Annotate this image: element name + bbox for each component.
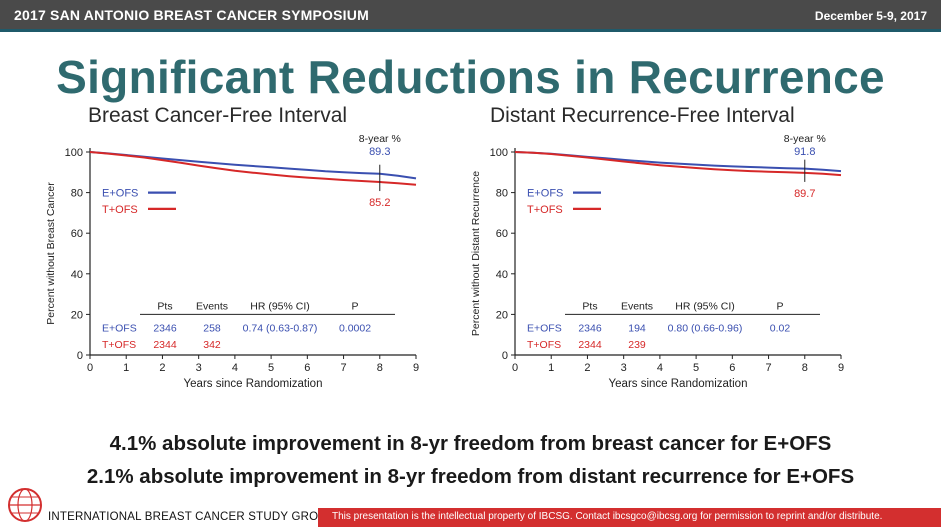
y-tick-label: 0 (502, 350, 508, 362)
slide-title: Significant Reductions in Recurrence (56, 51, 885, 103)
footer: INTERNATIONAL BREAST CANCER STUDY GROUP … (0, 508, 941, 527)
annotation-title: 8-year % (359, 133, 401, 145)
footer-notice: This presentation is the intellectual pr… (332, 511, 883, 522)
y-axis-label: Percent without Distant Recurrence (470, 171, 482, 336)
table-cell-events: 258 (203, 323, 221, 335)
table-header: HR (95% CI) (250, 300, 310, 312)
ibcsg-logo-icon (8, 488, 42, 522)
conference-date: December 5-9, 2017 (814, 9, 927, 23)
x-tick-label: 8 (802, 362, 808, 374)
x-tick-label: 7 (340, 362, 346, 374)
footer-notice-strip: This presentation is the intellectual pr… (318, 508, 941, 527)
x-tick-label: 4 (232, 362, 238, 374)
annotation-eofs-value: 89.3 (369, 146, 390, 158)
y-tick-label: 100 (490, 147, 508, 159)
y-axis-label: Percent without Breast Cancer (45, 182, 57, 325)
x-tick-label: 3 (196, 362, 202, 374)
chart-title-drfi: Distant Recurrence-Free Interval (490, 104, 795, 127)
x-axis-label: Years since Randomization (609, 378, 748, 390)
x-tick-label: 9 (838, 362, 844, 374)
conclusion-line-2: 2.1% absolute improvement in 8-yr freedo… (86, 465, 855, 488)
y-tick-label: 20 (71, 309, 83, 321)
x-tick-label: 1 (123, 362, 129, 374)
table-header: Pts (157, 300, 172, 312)
table-row-label: E+OFS (527, 323, 562, 335)
table-row-label: T+OFS (102, 339, 136, 351)
x-tick-label: 4 (657, 362, 663, 374)
x-tick-label: 0 (512, 362, 518, 374)
table-header: P (351, 300, 358, 312)
table-cell-pts: 2346 (153, 323, 177, 335)
series-line-t-ofs (89, 151, 417, 186)
table-header: Pts (582, 300, 597, 312)
table-cell-events: 194 (628, 323, 646, 335)
table-cell-pts: 2344 (153, 339, 177, 351)
chart-drfi: 0 20 40 60 80 100 0 1 2 3 4 5 6 7 8 9 Years since Random… (470, 133, 844, 390)
table-cell-hr: 0.80 (0.66-0.96) (668, 323, 743, 335)
x-tick-label: 9 (413, 362, 419, 374)
conference-name: 2017 SAN ANTONIO BREAST CANCER SYMPOSIUM (14, 7, 369, 23)
y-tick-label: 60 (71, 228, 83, 240)
table-cell-pts: 2344 (578, 339, 602, 351)
x-axis-label: Years since Randomization (184, 378, 323, 390)
table-cell-events: 239 (628, 339, 646, 351)
table-cell-p: 0.02 (770, 323, 791, 335)
table-cell-events: 342 (203, 339, 221, 351)
legend-label: E+OFS (527, 188, 563, 200)
y-tick-label: 0 (77, 350, 83, 362)
x-tick-label: 3 (621, 362, 627, 374)
chart-bcfi: 0 20 40 60 80 100 0 1 2 3 4 5 6 7 8 9 Years since Random… (45, 133, 419, 390)
conclusion-line-1: 4.1% absolute improvement in 8-yr freedo… (109, 432, 832, 455)
y-tick-label: 60 (496, 228, 508, 240)
annotation-eofs-value: 91.8 (794, 146, 815, 158)
series-line-t-ofs (514, 151, 842, 177)
table-header: P (776, 300, 783, 312)
table-cell-hr: 0.74 (0.63-0.87) (243, 323, 318, 335)
y-tick-label: 100 (65, 147, 83, 159)
table-row-label: E+OFS (102, 323, 137, 335)
x-tick-label: 5 (268, 362, 274, 374)
table-row-label: T+OFS (527, 339, 561, 351)
x-tick-label: 8 (377, 362, 383, 374)
y-tick-label: 40 (71, 269, 83, 281)
table-header: HR (95% CI) (675, 300, 735, 312)
x-tick-label: 1 (548, 362, 554, 374)
chart-title-bcfi: Breast Cancer-Free Interval (88, 104, 348, 127)
table-header: Events (196, 300, 228, 312)
x-tick-label: 5 (693, 362, 699, 374)
x-tick-label: 7 (765, 362, 771, 374)
table-header: Events (621, 300, 653, 312)
x-tick-label: 0 (87, 362, 93, 374)
x-tick-label: 2 (159, 362, 165, 374)
x-tick-label: 6 (304, 362, 310, 374)
legend-label: T+OFS (527, 204, 563, 216)
y-tick-label: 40 (496, 269, 508, 281)
y-tick-label: 80 (496, 188, 508, 200)
footer-org-name: INTERNATIONAL BREAST CANCER STUDY GROUP (48, 511, 335, 523)
table-cell-p: 0.0002 (339, 323, 371, 335)
x-tick-label: 2 (584, 362, 590, 374)
table-cell-pts: 2346 (578, 323, 602, 335)
y-tick-label: 80 (71, 188, 83, 200)
header-bar: 2017 SAN ANTONIO BREAST CANCER SYMPOSIUM… (0, 0, 941, 32)
legend-label: E+OFS (102, 188, 138, 200)
x-tick-label: 6 (729, 362, 735, 374)
annotation-tofs-value: 85.2 (369, 197, 390, 209)
annotation-title: 8-year % (784, 133, 826, 145)
annotation-tofs-value: 89.7 (794, 188, 815, 200)
legend-label: T+OFS (102, 204, 138, 216)
y-tick-label: 20 (496, 309, 508, 321)
